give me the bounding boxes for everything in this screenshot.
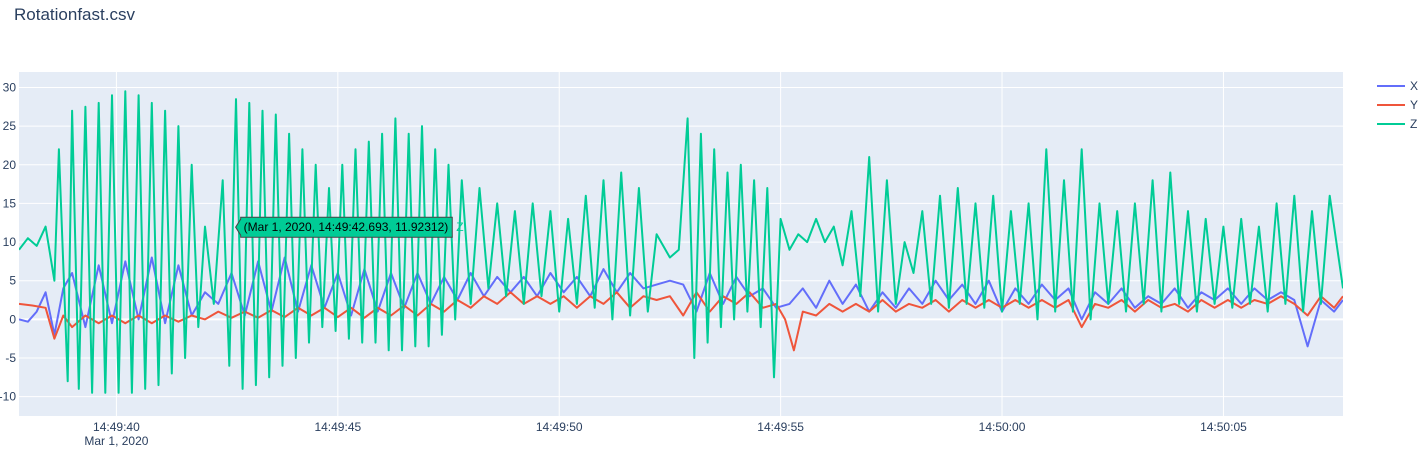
y-axis: -10 -5 0 5 10 15 20 25 30 — [0, 80, 16, 403]
y-tick-label: 30 — [3, 80, 17, 94]
y-tick-label: 5 — [9, 274, 16, 288]
legend-item-z[interactable]: Z — [1377, 117, 1417, 131]
hover-box — [235, 216, 453, 238]
y-tick-label: -10 — [0, 390, 16, 404]
x-tick-label: 14:49:40 — [93, 420, 140, 434]
y-tick-label: 25 — [3, 119, 17, 133]
x-tick-label: 14:49:45 — [314, 420, 361, 434]
x-tick-label: 14:50:00 — [979, 420, 1026, 434]
legend-item-x[interactable]: X — [1377, 79, 1418, 93]
y-tick-label: -5 — [5, 351, 16, 365]
y-tick-label: 20 — [3, 158, 17, 172]
legend-item-y[interactable]: Y — [1377, 98, 1418, 112]
legend-label: Z — [1410, 117, 1417, 131]
hover-tooltip: (Mar 1, 2020, 14:49:42.693, 11.92312) Z — [235, 216, 464, 238]
series-line-z[interactable] — [19, 90, 1343, 394]
x-tick-label: 14:50:05 — [1200, 420, 1247, 434]
x-tick-label: 14:49:50 — [536, 420, 583, 434]
legend-label: X — [1410, 79, 1418, 93]
series-line-x[interactable] — [19, 256, 1343, 348]
series-layer — [19, 90, 1343, 394]
x-tick-label: 14:49:55 — [757, 420, 804, 434]
x-tick-sublabel: Mar 1, 2020 — [84, 434, 148, 448]
legend[interactable]: XYZ — [1377, 79, 1418, 131]
y-tick-label: 15 — [3, 196, 17, 210]
hover-series-label: Z — [456, 220, 463, 234]
y-tick-label: 10 — [3, 235, 17, 249]
y-tick-label: 0 — [9, 312, 16, 326]
legend-label: Y — [1410, 98, 1418, 112]
hover-value-text: (Mar 1, 2020, 14:49:42.693, 11.92312) — [244, 220, 449, 234]
chart-title: Rotationfast.csv — [14, 5, 135, 24]
